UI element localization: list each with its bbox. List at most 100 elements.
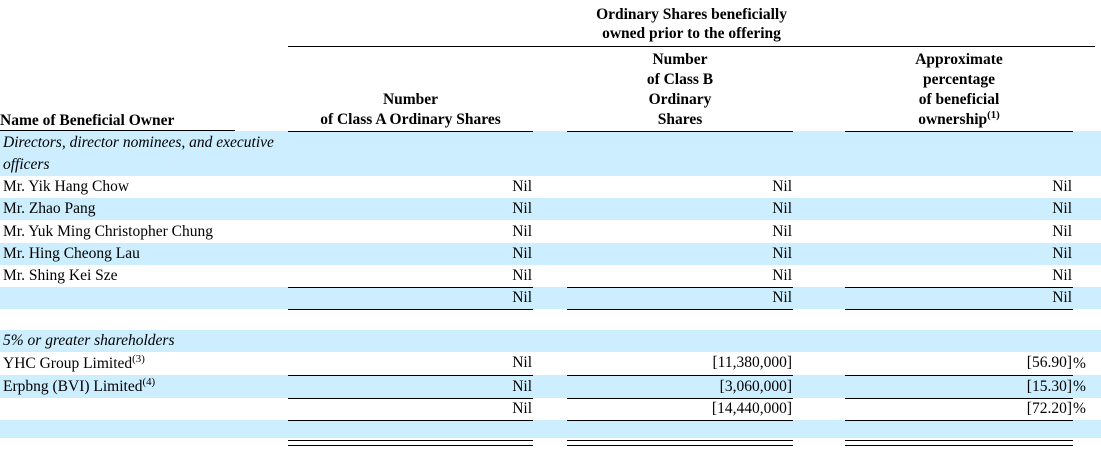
class-a-cell: Nil (512, 245, 532, 262)
class-b-double-rule (567, 438, 793, 454)
section-row-directors: Directors, director nominees, and execut… (0, 131, 1101, 176)
table-row: Mr. Yik Hang Chow Nil Nil Nil (0, 176, 1101, 198)
gap-cell (533, 287, 567, 309)
class-a-cell: Nil (512, 200, 532, 217)
pct-suffix-cell (1073, 330, 1095, 352)
pct-header-line4: ownership(1) (845, 109, 1073, 130)
class-b-cell: Nil (772, 222, 792, 240)
pct-suffix-cell (1073, 243, 1095, 265)
pct-cell: Nil (845, 287, 1073, 310)
class-b-header-line3: Ordinary (648, 90, 712, 108)
class-a-double-rule (288, 438, 533, 454)
gap-cell (793, 46, 845, 131)
pct-suffix-cell: % (1073, 377, 1086, 395)
pct-cell: Nil (1052, 200, 1072, 217)
column-header-class-a: Number of Class A Ordinary Shares (288, 46, 533, 132)
class-b-cell: Nil (567, 287, 793, 310)
gap-cell (793, 131, 845, 176)
class-b-cell: Nil (567, 265, 793, 288)
span-header-cell: Ordinary Shares beneficially owned prior… (288, 0, 1096, 47)
class-a-cell (288, 330, 533, 352)
spacer-cell (0, 309, 1101, 330)
class-a-cell: Nil (288, 398, 533, 421)
class-b-cell: Nil (772, 178, 792, 195)
gap-cell (533, 243, 567, 265)
gap-cell (1095, 265, 1101, 287)
pct-suffix-cell (1073, 287, 1095, 309)
gap-cell (1095, 243, 1101, 265)
section-label: 5% or greater shareholders (3, 332, 175, 349)
class-b-cell (567, 330, 793, 352)
gap-cell (1095, 198, 1101, 220)
gap-cell (533, 398, 567, 420)
owner-name-cell (0, 398, 288, 420)
gap-cell (793, 220, 845, 243)
pct-header-ownership-label: ownership (918, 110, 988, 128)
pct-suffix-cell (1073, 198, 1095, 220)
double-rule (288, 440, 533, 446)
gap-cell (533, 375, 567, 398)
table-row: Mr. Hing Cheong Lau Nil Nil Nil (0, 243, 1101, 265)
class-a-cell: Nil (512, 222, 532, 240)
gap-cell (533, 46, 567, 131)
owner-footnote: (4) (142, 375, 156, 388)
class-a-cell (288, 131, 533, 176)
pct-cell (845, 131, 1073, 176)
class-b-cell (567, 131, 793, 176)
class-a-cell: Nil (288, 287, 533, 310)
owner-name-cell: Erpbng (BVI) Limited(4) (0, 375, 288, 398)
class-b-cell: Nil (772, 245, 792, 262)
pct-suffix-cell: % (1073, 400, 1086, 417)
section-row-shareholders: 5% or greater shareholders (0, 330, 1101, 352)
double-rule-row (0, 438, 1101, 454)
table-row: Mr. Zhao Pang Nil Nil Nil (0, 198, 1101, 220)
gap-cell (533, 131, 567, 176)
span-header-line2: owned prior to the offering (602, 25, 781, 42)
owner-name-cell: Mr. Hing Cheong Lau (3, 245, 140, 262)
owner-name-cell: Mr. Zhao Pang (3, 200, 96, 217)
owner-name-cell: Mr. Yik Hang Chow (3, 178, 130, 195)
gap-cell (793, 438, 845, 454)
table-row: Mr. Shing Kei Sze Nil Nil Nil (0, 265, 1101, 288)
double-rule (845, 440, 1073, 446)
class-b-cell: [11,380,000] (567, 352, 793, 376)
spacer-row (0, 309, 1101, 330)
column-header-class-b: Number of Class B Ordinary Shares (567, 46, 793, 132)
gap-cell (1095, 131, 1101, 176)
class-a-cell: Nil (288, 375, 533, 399)
owner-name-cell: Mr. Shing Kei Sze (3, 267, 118, 284)
gap-cell (533, 198, 567, 220)
owner-name-cell (0, 287, 288, 309)
gap-cell (793, 287, 845, 309)
gap-cell (1095, 398, 1101, 420)
spacer-cell (0, 420, 1101, 438)
table-header-span-row: Ordinary Shares beneficially owned prior… (0, 0, 1101, 47)
class-b-header-line2: of Class B (646, 70, 714, 88)
empty-cell (0, 0, 288, 46)
pct-suffix-cell (1073, 220, 1095, 243)
owner-footnote: (3) (132, 352, 145, 365)
column-header-name-label: Name of Beneficial Owner (0, 111, 235, 131)
pct-header-line3: of beneficial (918, 90, 1000, 108)
gap-cell (1073, 438, 1095, 454)
gap-cell (1073, 46, 1095, 131)
class-b-cell: Nil (772, 200, 792, 217)
table-row: YHC Group Limited(3) Nil [11,380,000] [5… (0, 352, 1101, 376)
empty-cell (0, 438, 288, 454)
gap-cell (533, 176, 567, 198)
gap-cell (1095, 375, 1101, 398)
double-rule (567, 440, 793, 446)
gap-cell (793, 243, 845, 265)
pct-suffix-cell (1073, 176, 1095, 198)
gap-cell (533, 265, 567, 287)
class-b-cell: [3,060,000] (567, 375, 793, 399)
pct-suffix-cell (1073, 265, 1095, 287)
total-row: Nil [14,440,000] [72.20] % (0, 398, 1101, 421)
table-row: Mr. Yuk Ming Christopher Chung Nil Nil N… (0, 220, 1101, 243)
gap-cell (793, 352, 845, 375)
class-a-cell: Nil (288, 352, 533, 376)
gap-cell (793, 398, 845, 420)
pct-suffix-cell: % (1073, 354, 1086, 372)
gap-cell (793, 330, 845, 352)
table-column-header-row: Name of Beneficial Owner Number of Class… (0, 46, 1101, 132)
